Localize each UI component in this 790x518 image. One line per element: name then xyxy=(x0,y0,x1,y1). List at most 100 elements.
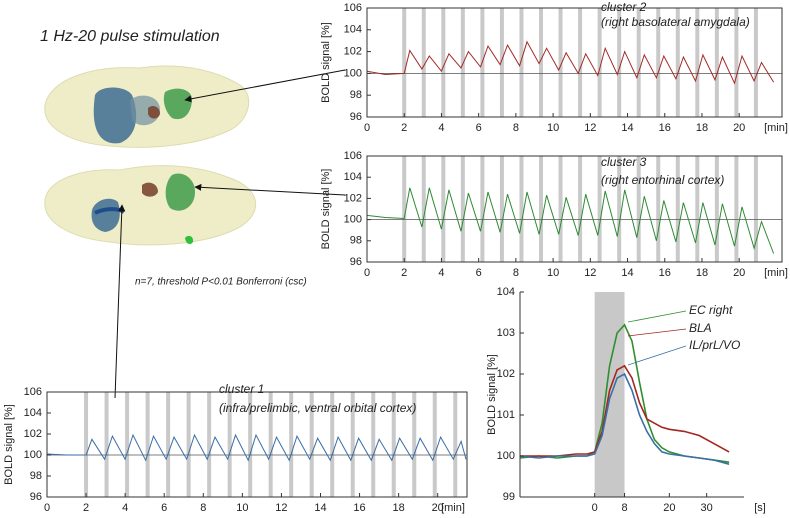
stimulus-bar xyxy=(656,156,661,262)
leader-line xyxy=(627,328,687,337)
stimulus-bar xyxy=(636,8,641,117)
stimulus-bar xyxy=(421,8,426,117)
x-tick-label: 12 xyxy=(275,502,287,514)
x-tick-label: 8 xyxy=(621,502,627,514)
stimulus-bar xyxy=(519,8,524,117)
cluster-annotation: (right entorhinal cortex) xyxy=(601,173,724,187)
x-tick-label: 4 xyxy=(438,122,444,134)
x-axis-unit: [min] xyxy=(764,122,788,134)
stimulus-bar xyxy=(734,8,739,117)
y-tick-label: 96 xyxy=(30,491,42,503)
x-tick-label: 14 xyxy=(621,267,633,279)
y-tick-label: 102 xyxy=(344,192,362,204)
series-label: EC right xyxy=(689,303,733,317)
x-tick-label: 16 xyxy=(659,122,671,134)
x-tick-label: 20 xyxy=(432,502,444,514)
stimulus-bar xyxy=(350,392,355,497)
stimulus-bar xyxy=(695,8,700,117)
x-tick-label: 8 xyxy=(513,122,519,134)
stimulus-bar xyxy=(441,156,446,262)
stimulus-bar xyxy=(268,392,273,497)
stimulus-bar xyxy=(558,156,563,262)
y-tick-label: 100 xyxy=(497,450,515,462)
stimulus-bar xyxy=(753,156,758,262)
y-tick-label: 100 xyxy=(344,214,362,226)
x-axis-unit: [min] xyxy=(764,267,788,279)
y-tick-label: 104 xyxy=(344,171,362,183)
x-tick-label: 14 xyxy=(314,502,326,514)
stimulus-bar xyxy=(734,156,739,262)
cluster-annotation: cluster 3 xyxy=(601,155,647,169)
stimulus-bar xyxy=(714,8,719,117)
plot-frame xyxy=(366,7,783,118)
series-label: BLA xyxy=(689,321,712,335)
stimulus-bar xyxy=(714,156,719,262)
stimulus-bar xyxy=(309,392,314,497)
stimulus-bar xyxy=(432,392,437,497)
y-tick-label: 102 xyxy=(344,46,362,58)
y-tick-label: 106 xyxy=(344,2,362,14)
data-line xyxy=(366,40,775,85)
stimulus-bar xyxy=(402,8,407,117)
x-tick-label: 12 xyxy=(584,267,596,279)
stimulus-bar xyxy=(125,392,130,497)
stimulus-bar xyxy=(597,8,602,117)
stimulus-bar xyxy=(636,156,641,262)
x-tick-label: 10 xyxy=(547,267,559,279)
stimulus-bar xyxy=(480,156,485,262)
y-axis-label: BOLD signal [%] xyxy=(320,22,332,103)
stimulus-bar xyxy=(186,392,191,497)
x-tick-label: 2 xyxy=(401,122,407,134)
y-tick-label: 103 xyxy=(497,327,515,339)
plot-frame xyxy=(46,391,468,498)
stimulus-bar xyxy=(104,392,109,497)
x-tick-label: 2 xyxy=(401,267,407,279)
y-tick-label: 98 xyxy=(350,235,362,247)
x-tick-label: 10 xyxy=(547,122,559,134)
stimulus-bar xyxy=(412,392,417,497)
stimulus-bar xyxy=(753,8,758,117)
y-tick-label: 100 xyxy=(24,449,42,461)
stimulus-bar xyxy=(539,8,544,117)
stimulus-bar xyxy=(207,392,212,497)
data-line xyxy=(366,187,775,254)
y-tick-label: 102 xyxy=(24,428,42,440)
stimulus-bar xyxy=(578,8,583,117)
y-tick-label: 98 xyxy=(350,89,362,101)
y-tick-label: 102 xyxy=(497,368,515,380)
stimulus-bar xyxy=(578,156,583,262)
stimulus-bar xyxy=(656,8,661,117)
y-tick-label: 96 xyxy=(350,256,362,268)
x-tick-label: 4 xyxy=(122,502,128,514)
data-line xyxy=(519,372,730,465)
stimulus-bar xyxy=(421,156,426,262)
arrow xyxy=(184,69,346,103)
y-tick-label: 104 xyxy=(24,407,42,419)
y-tick-label: 106 xyxy=(24,386,42,398)
x-tick-label: 16 xyxy=(659,267,671,279)
stimulus-bar xyxy=(617,8,622,117)
x-tick-label: 20 xyxy=(733,267,745,279)
stimulus-bar xyxy=(248,392,253,497)
x-tick-label: 20 xyxy=(663,502,675,514)
x-tick-label: 0 xyxy=(592,502,598,514)
cluster-annotation: cluster 1 xyxy=(219,382,264,396)
y-tick-label: 104 xyxy=(344,24,362,36)
cluster-annotation: cluster 2 xyxy=(601,0,647,14)
threshold-note: n=7, threshold P<0.01 Bonferroni (csc) xyxy=(135,277,307,288)
y-tick-label: 98 xyxy=(30,470,42,482)
arrow xyxy=(114,204,126,399)
x-tick-label: 14 xyxy=(621,122,633,134)
brain-illustration xyxy=(44,165,257,246)
figure-title: 1 Hz-20 pulse stimulation xyxy=(40,28,220,45)
stimulus-bar xyxy=(675,156,680,262)
data-line xyxy=(520,364,730,457)
stimulus-bar xyxy=(166,392,171,497)
stimulus-bar xyxy=(558,8,563,117)
stimulus-bar xyxy=(402,156,407,262)
x-tick-label: 8 xyxy=(200,502,206,514)
leader-line xyxy=(627,345,687,366)
y-tick-label: 100 xyxy=(344,67,362,79)
